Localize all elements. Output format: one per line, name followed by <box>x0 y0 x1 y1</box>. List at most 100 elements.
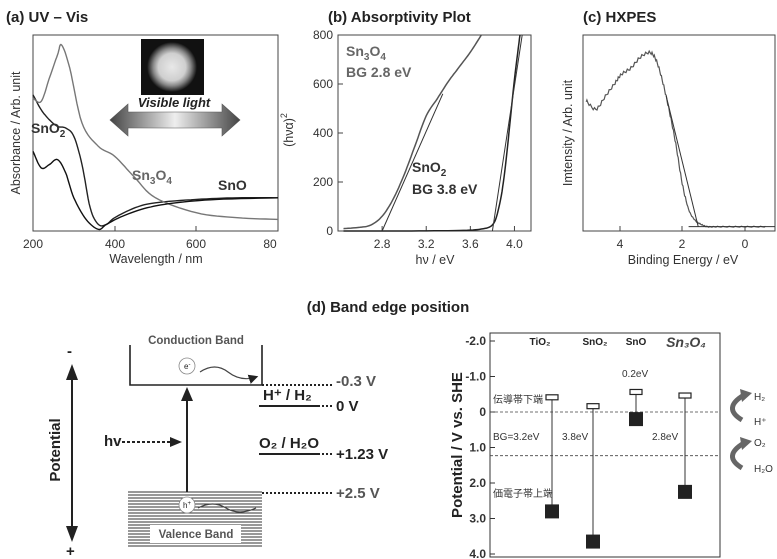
visible-light-arrow <box>109 103 241 137</box>
hole-label: h+ <box>183 501 191 510</box>
panel-a-x-tick: 80 <box>263 237 277 251</box>
panel-c-plot <box>585 49 775 228</box>
band-chart-y-label: Potential / V vs. SHE <box>449 372 466 518</box>
panel-c-x-tick: 4 <box>617 237 624 251</box>
hv-arrow-head <box>170 437 182 447</box>
uvvis-line-sno <box>32 151 279 231</box>
tangent-sn3o4 <box>381 93 444 232</box>
annot-vb-jp: 価電子帯上端 <box>493 487 553 500</box>
absorptivity-line-sn3o4 <box>343 34 483 230</box>
panel-a-frame <box>32 34 279 232</box>
label-sno2-bg-value: BG 3.8 eV <box>412 181 478 197</box>
band-chart-y-tick: -2.0 <box>465 334 486 348</box>
band-chart-y-tick: 3.0 <box>469 512 486 526</box>
vb-marker-tio2 <box>545 504 559 519</box>
panel-a-x-tick: 200 <box>23 237 43 251</box>
panel-a-y-label: Absorbance / Arb. unit <box>9 71 23 195</box>
hole-wave <box>197 503 257 513</box>
panel-b-y-tick: 600 <box>313 77 333 91</box>
cb-marker-sn3o4 <box>678 392 692 399</box>
label-hplus: H⁺ <box>754 417 767 428</box>
panel-c-frame <box>582 34 776 232</box>
label-o2: O₂ <box>754 438 766 449</box>
conduction-band-label: Conduction Band <box>148 335 244 347</box>
band-chart-plot <box>490 388 720 549</box>
conduction-band-box <box>129 345 263 386</box>
panel-b-y-tick: 0 <box>326 224 333 238</box>
electron-label: e- <box>184 362 190 371</box>
electron-wave-arrow <box>199 366 259 384</box>
uvvis-line-sn3o4 <box>32 43 279 221</box>
panel-a-plot <box>32 43 279 231</box>
panel-b-plot <box>343 34 523 232</box>
potential-arrow-up <box>66 364 78 380</box>
panel-a-x-tick: 600 <box>186 237 206 251</box>
panel-b-x-label: hν / eV <box>416 253 456 267</box>
band-chart-ticks: -2.0 -1.0 0 1.0 2.0 3.0 4.0 <box>465 334 495 559</box>
band-chart-y-tick: 0 <box>479 405 486 419</box>
vb-marker-sn3o4 <box>678 484 692 499</box>
panel-c-title: (c) HXPES <box>583 9 656 26</box>
panel-b-y-tick: 200 <box>313 175 333 189</box>
label-sno2: SnO2 <box>31 120 66 140</box>
vb-marker-sno2 <box>586 534 600 549</box>
potential-arrow-down <box>66 526 78 542</box>
o-couple-label: O₂ / H₂O <box>259 435 319 452</box>
annot-cb-jp: 伝導帯下端 <box>493 393 543 406</box>
band-chart-y-tick: 4.0 <box>469 547 486 559</box>
level-cb: -0.3 V <box>336 373 376 390</box>
panel-b-y-label: (hνα)2 <box>279 113 296 147</box>
panel-b-y-tick: 800 <box>313 28 333 42</box>
o2-arrow-head <box>740 437 752 450</box>
label-sn3o4-bg-name: Sn3O4 <box>346 43 386 63</box>
label-sno: SnO <box>218 177 247 193</box>
level-h: 0 V <box>336 398 359 415</box>
panel-a-title: (a) UV – Vis <box>6 9 88 26</box>
h2-evolution-arrow <box>730 392 746 423</box>
valence-band-label: Valence Band <box>159 529 234 541</box>
potential-plus: + <box>66 543 75 559</box>
potential-minus: - <box>67 343 72 360</box>
h2-arrow-head <box>740 389 752 402</box>
panel-d-title: (d) Band edge position <box>307 299 470 316</box>
label-h2o: H₂O <box>754 464 773 475</box>
hxpes-spectrum <box>585 49 766 228</box>
cb-marker-sno <box>629 388 643 396</box>
potential-label: Potential <box>47 418 64 481</box>
electron-circle <box>178 357 196 375</box>
annot-bg-sn3o4: 2.8eV <box>652 432 678 443</box>
label-sn3o4-bg-value: BG 2.8 eV <box>346 64 412 80</box>
hole-circle <box>178 496 196 514</box>
o2-evolution-arrow <box>730 440 746 471</box>
sample-photo-disc <box>147 42 197 92</box>
label-sn3o4: Sn3O4 <box>132 167 172 187</box>
panel-b-x-tick: 3.2 <box>418 237 435 251</box>
panel-b-y-tick: 400 <box>313 126 333 140</box>
panel-b-x-tick: 2.8 <box>374 237 391 251</box>
cb-marker-tio2 <box>545 394 559 401</box>
level-vb: +2.5 V <box>336 485 380 502</box>
panel-a-x-label: Wavelength / nm <box>109 252 202 266</box>
panel-d-band-edge: (d) Band edge position - + Potential Con… <box>47 299 469 559</box>
panel-b-title: (b) Absorptivity Plot <box>328 9 471 26</box>
panel-c-x-tick: 0 <box>742 237 749 251</box>
label-sno2-bg-name: SnO2 <box>412 159 447 179</box>
band-chart-frame <box>489 332 721 558</box>
material-sno: SnO <box>626 337 647 348</box>
hv-label: hv <box>104 433 122 450</box>
panel-c-y-label: Imtensity / Arb. unit <box>561 79 575 186</box>
vb-marker-sno <box>629 412 643 427</box>
excitation-arrow-head <box>181 387 193 401</box>
panel-a-x-tick: 400 <box>105 237 125 251</box>
annot-bg-tio2: BG=3.2eV <box>493 432 540 443</box>
material-sn3o4: Sn₃O₄ <box>666 334 706 350</box>
panel-a-uv-vis: (a) UV – Vis Absorbance / Arb. unit Wave… <box>6 9 279 266</box>
tangent-sno2 <box>491 34 523 232</box>
h-couple-label: H⁺ / H₂ <box>263 387 312 404</box>
panel-b-absorptivity: (b) Absorptivity Plot (hνα)2 hν / eV 2.8… <box>279 9 532 267</box>
uvvis-line-sno2 <box>32 94 278 227</box>
band-edge-chart: Potential / V vs. SHE -2.0 -1.0 0 1.0 2.0 3.0… <box>449 332 773 559</box>
band-chart-y-tick: 2.0 <box>469 476 486 490</box>
material-sno2: SnO₂ <box>583 337 608 348</box>
